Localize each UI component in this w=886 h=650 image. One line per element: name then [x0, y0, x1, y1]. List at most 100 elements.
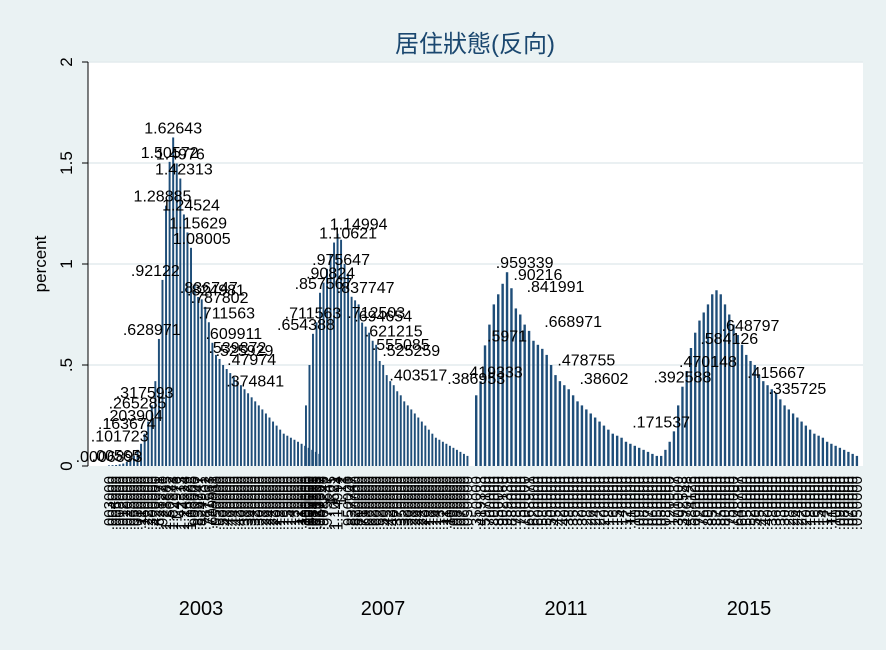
bar	[312, 333, 314, 466]
bar	[417, 417, 420, 466]
bar	[229, 373, 232, 466]
x-tick-label: .110000	[622, 476, 639, 529]
bar	[333, 242, 336, 466]
x-tick-label: .380000	[237, 476, 254, 530]
data-label: 1.50572	[141, 145, 199, 162]
bar	[672, 431, 676, 466]
x-tick-label: .450000	[547, 476, 564, 530]
data-label: .470148	[679, 354, 737, 371]
data-label: .857567	[295, 276, 353, 293]
bar	[783, 405, 786, 466]
x-tick-label: .320000	[247, 476, 264, 530]
data-label: .90824	[306, 266, 355, 283]
bar	[532, 340, 535, 466]
x-tick-label: .420000	[147, 476, 164, 530]
x-tick-label: .480000	[219, 476, 236, 530]
x-tick-label: .380000	[561, 476, 578, 530]
bar	[563, 385, 566, 466]
x-tick-label: 1.24524	[176, 476, 193, 530]
y-tick-label: 0	[57, 461, 76, 470]
x-tick-label: .620000	[365, 476, 382, 530]
bar	[445, 443, 448, 466]
x-tick-label: .200000	[798, 476, 815, 530]
bar	[702, 312, 705, 466]
x-tick-label: 1.28885	[158, 476, 175, 530]
data-label: 1.08005	[173, 231, 231, 248]
year-label: 2011	[544, 598, 587, 620]
bar	[382, 365, 385, 466]
bar	[779, 399, 782, 466]
bar	[800, 421, 803, 466]
x-tick-label: .530000	[212, 476, 229, 530]
data-label: .694654	[354, 309, 412, 326]
bar	[523, 324, 526, 466]
data-label: .392588	[654, 370, 712, 387]
x-tick-label: .220000	[592, 476, 609, 530]
x-tick-label: .180000	[600, 476, 617, 530]
x-tick-label: .200000	[596, 476, 613, 530]
bar	[413, 413, 416, 466]
data-label: .403517	[389, 367, 447, 384]
bar	[655, 455, 659, 466]
x-tick-label: .120000	[819, 476, 836, 530]
x-tick-label: .959339	[499, 476, 516, 530]
x-tick-label: .060000	[845, 476, 862, 530]
x-tick-label: .300000	[670, 476, 687, 530]
x-tick-label: .975647	[319, 476, 336, 530]
bar	[215, 354, 217, 466]
x-tick-label: .300000	[777, 476, 794, 530]
bar	[343, 264, 346, 466]
bar	[308, 365, 311, 466]
x-tick-label: .070000	[452, 476, 469, 530]
bar	[711, 294, 714, 466]
x-tick-label: .660000	[687, 476, 704, 530]
bar	[190, 247, 192, 466]
data-label: .648797	[722, 318, 780, 335]
bar	[182, 214, 185, 466]
bar	[354, 300, 357, 466]
data-label: 1.42313	[155, 162, 213, 179]
y-axis-label: percent	[31, 235, 50, 292]
bar	[455, 449, 458, 466]
x-tick-label: .260000	[785, 476, 802, 530]
bar	[232, 377, 235, 466]
x-tick-label: .850000	[704, 476, 721, 530]
data-label: .824981	[187, 282, 245, 299]
bar	[689, 348, 693, 466]
bar	[571, 395, 575, 466]
x-tick-label: .380000	[764, 476, 781, 530]
x-tick-label: .050000	[126, 476, 143, 530]
data-label: .92122	[131, 263, 180, 280]
x-tick-label: .280000	[781, 476, 798, 530]
x-tick-label: .550000	[539, 476, 556, 530]
bar	[406, 405, 409, 466]
x-tick-label: .580000	[534, 476, 551, 530]
data-label: .317593	[116, 385, 174, 402]
bar	[541, 348, 544, 466]
bar	[147, 421, 150, 466]
x-tick-label: .360000	[768, 476, 785, 530]
bar	[830, 443, 833, 466]
bar	[143, 433, 146, 466]
bar	[125, 461, 128, 466]
x-tick-label: .090000	[832, 476, 849, 530]
bar	[732, 324, 735, 466]
x-tick-label: .780000	[508, 476, 525, 530]
data-label: .335725	[768, 381, 826, 398]
x-tick-label: .520000	[743, 476, 760, 530]
data-label: .959339	[496, 255, 554, 272]
x-tick-label: .500000	[375, 476, 392, 530]
x-tick-label: .902160	[495, 476, 512, 530]
data-label: .525259	[382, 343, 440, 360]
data-label: .90216	[513, 267, 562, 284]
bar	[589, 413, 592, 466]
bar	[580, 405, 584, 466]
bar	[459, 451, 462, 466]
x-tick-label: .240000	[789, 476, 806, 530]
bar	[392, 385, 395, 466]
x-tick-label: 1.15629	[179, 476, 196, 530]
bar	[350, 296, 353, 466]
x-tick-label: .160000	[424, 476, 441, 530]
data-label: .00565	[92, 448, 141, 465]
x-tick-label: .160000	[806, 476, 823, 530]
